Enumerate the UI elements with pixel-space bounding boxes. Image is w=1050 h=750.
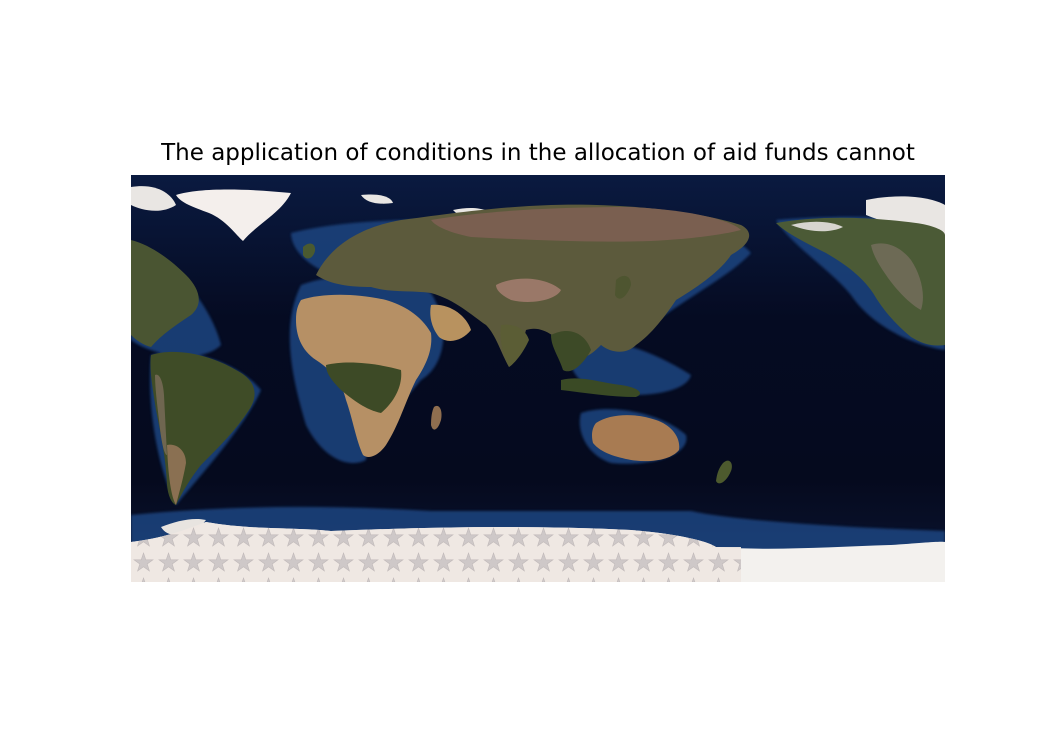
- alaska-snow: [791, 221, 843, 232]
- greenland: [176, 189, 291, 241]
- antarctica-star-hatch: [131, 522, 741, 582]
- andes: [155, 374, 167, 455]
- rockies: [871, 243, 923, 310]
- world-map: [131, 175, 945, 582]
- arabia: [430, 304, 471, 341]
- map-title: The application of conditions in the all…: [161, 140, 915, 166]
- japan: [615, 275, 631, 299]
- patagonia: [167, 444, 186, 505]
- north-america-east: [131, 240, 199, 347]
- north-america-west: [776, 217, 945, 346]
- antarctic-peninsula: [161, 518, 206, 535]
- india: [500, 324, 529, 367]
- central-africa-forest: [326, 362, 402, 413]
- new-zealand: [716, 460, 732, 484]
- australia: [592, 415, 680, 462]
- siberia-tundra: [431, 207, 741, 242]
- indonesia: [561, 378, 641, 397]
- tibet-plateau: [496, 278, 561, 302]
- southeast-asia: [551, 330, 591, 372]
- uk: [303, 243, 316, 259]
- madagascar: [431, 405, 442, 430]
